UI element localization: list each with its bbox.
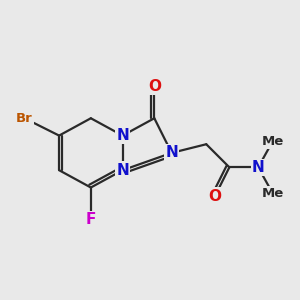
Text: N: N: [165, 146, 178, 160]
Text: N: N: [252, 160, 265, 175]
Text: O: O: [208, 189, 221, 204]
Text: N: N: [116, 163, 129, 178]
Text: O: O: [148, 79, 161, 94]
Text: F: F: [86, 212, 96, 227]
Text: Me: Me: [262, 135, 284, 148]
Text: Br: Br: [16, 112, 33, 125]
Text: N: N: [116, 128, 129, 143]
Text: Me: Me: [262, 187, 284, 200]
